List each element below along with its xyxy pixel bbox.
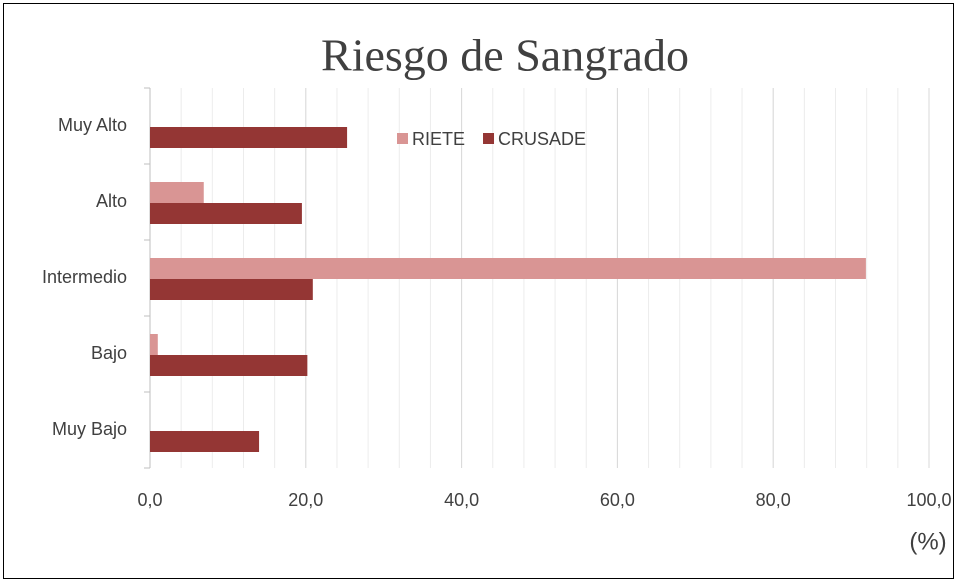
y-tick-label: Muy Bajo: [52, 419, 127, 439]
legend-swatch: [483, 133, 495, 144]
y-tick-label: Muy Alto: [58, 115, 127, 135]
x-axis-label: (%): [909, 528, 946, 555]
chart-title: Riesgo de Sangrado: [321, 30, 689, 81]
x-tick-label: 80,0: [756, 490, 791, 510]
bar: [150, 203, 302, 224]
x-tick-label: 60,0: [600, 490, 635, 510]
legend-label: RIETE: [412, 129, 465, 149]
bar: [150, 182, 204, 203]
bar: [150, 431, 260, 452]
x-tick-label: 40,0: [444, 490, 479, 510]
y-tick-label: Bajo: [91, 343, 127, 363]
legend-swatch: [397, 133, 408, 144]
y-tick-label: Alto: [96, 191, 127, 211]
bar: [150, 355, 308, 376]
bar: [150, 279, 313, 300]
bar: [150, 334, 158, 355]
y-tick-label: Intermedio: [42, 267, 127, 287]
x-tick-label: 0,0: [137, 490, 162, 510]
legend-label: CRUSADE: [498, 129, 586, 149]
x-tick-label: 100,0: [906, 490, 951, 510]
x-tick-label: 20,0: [288, 490, 323, 510]
bar: [150, 127, 348, 148]
bar: [150, 258, 866, 279]
